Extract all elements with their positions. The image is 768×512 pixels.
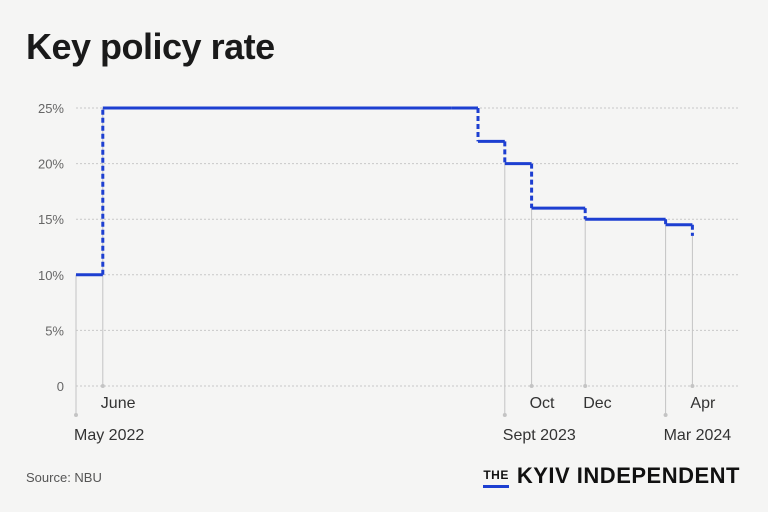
x-axis-label: June (101, 395, 136, 412)
chart-title: Key policy rate (26, 26, 275, 67)
y-axis-ticks: 0 5% 10% 15% 20% 25% (38, 101, 64, 394)
date-marker-dot (502, 413, 507, 417)
brand-the: THE (483, 469, 509, 488)
x-axis-label: Apr (690, 395, 716, 412)
x-axis-labels: May 2022 June Sept 2023 Oct Dec Mar 2024 Apr (74, 395, 731, 444)
y-tick-label: 5% (45, 323, 64, 338)
source-note: Source: NBU (26, 470, 102, 485)
y-tick-label: 25% (38, 101, 64, 116)
x-axis-label: May 2022 (74, 427, 144, 444)
brand-name: KYIV INDEPENDENT (516, 463, 740, 488)
date-marker-dot (74, 413, 78, 417)
brand-logo: THE KYIV INDEPENDENT (483, 464, 740, 488)
y-tick-label: 0 (57, 379, 64, 394)
x-axis-label: Dec (583, 395, 611, 412)
date-marker-dot (529, 384, 534, 388)
date-marker-dot (690, 384, 695, 388)
date-marker-dot (100, 384, 105, 388)
x-axis-label: Mar 2024 (664, 427, 732, 444)
date-marker-dot (583, 384, 588, 388)
rate-series (75, 106, 694, 277)
x-axis-label: Sept 2023 (503, 427, 576, 444)
y-tick-label: 15% (38, 212, 64, 227)
date-marker-lines (74, 108, 695, 417)
x-axis-label: Oct (530, 395, 555, 412)
grid-lines (76, 107, 740, 387)
y-tick-label: 10% (38, 268, 64, 283)
y-tick-label: 20% (38, 157, 64, 172)
date-marker-dot (663, 413, 668, 417)
